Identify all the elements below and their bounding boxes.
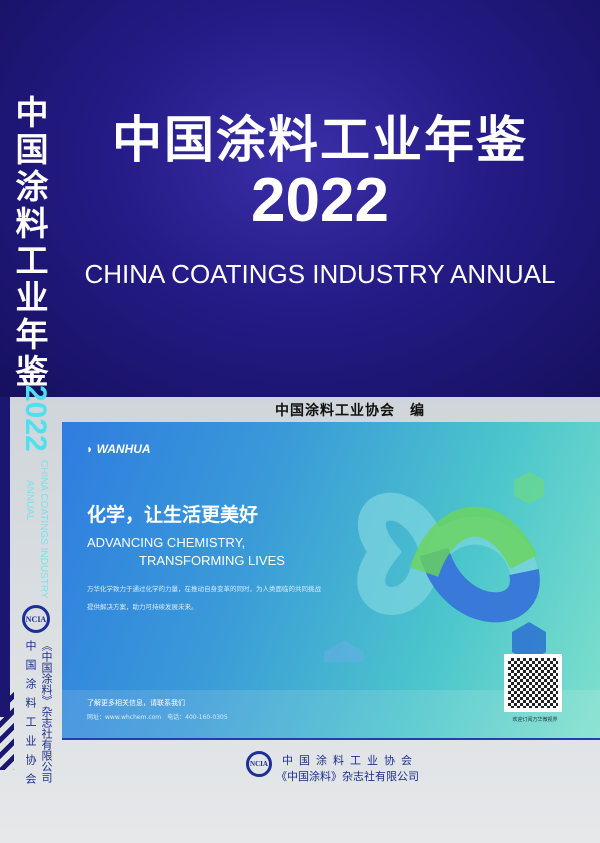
- spine-year: 2022: [19, 385, 52, 452]
- publisher-line-2: 《中国涂料》杂志社有限公司: [276, 770, 419, 783]
- infinity-hexagon-graphic: [324, 472, 546, 662]
- brand-name: WANHUA: [96, 442, 151, 456]
- cover-top-panel: [0, 0, 600, 397]
- spine-strip: [0, 397, 10, 717]
- cover-editor: 中国涂料工业协会 编: [275, 403, 425, 419]
- spine-publisher-2: 中国涂料工业协会: [24, 640, 37, 792]
- ncia-logo-icon: NCIA: [246, 751, 272, 777]
- cover-title-en: CHINA COATINGS INDUSTRY ANNUAL: [84, 259, 556, 289]
- ncia-logo-icon: NCIA: [22, 605, 50, 633]
- qr-caption: 欢迎订阅万华微视界: [512, 717, 558, 723]
- cover-year: 2022: [251, 166, 389, 235]
- ad-slogan-en-1: ADVANCING CHEMISTRY,: [87, 535, 246, 550]
- ad-slogan-cn: 化学，让生活更美好: [87, 504, 259, 526]
- spine-title-en-2: ANNUAL: [24, 480, 35, 521]
- ad-slogan-en: ADVANCING CHEMISTRY, TRANSFORMING LIVES: [87, 534, 285, 570]
- ad-slogan-en-2: TRANSFORMING LIVES: [139, 553, 285, 568]
- qr-code-icon[interactable]: [504, 654, 562, 712]
- wanhua-advertisement: ◗ WANHUA 化学，让生活更美好 ADVANCING CHEMISTRY, …: [62, 422, 600, 740]
- cover-title: 中国涂料工业年鉴: [112, 111, 528, 169]
- ad-contact-heading: 了解更多相关信息，请联系我们: [87, 699, 185, 707]
- spine-stripes: [0, 690, 14, 770]
- ad-body-text: 万华化学致力于通过化学的力量，在推动自身变革的同时，为人类面临的共同挑战提供解决…: [87, 585, 321, 611]
- ad-contact-line: 网址：www.whchem.com 电话：400-160-0305: [87, 714, 228, 721]
- wanhua-logo: ◗ WANHUA: [86, 442, 151, 456]
- spine-title-en-1: CHINA COATINGS INDUSTRY: [38, 460, 49, 599]
- publisher-line-1: 中国涂料工业协会: [282, 754, 418, 767]
- spine-title: 中国涂料工业年鉴: [10, 95, 49, 391]
- spine-publisher-1: 《中国涂料》杂志社有限公司: [40, 640, 53, 783]
